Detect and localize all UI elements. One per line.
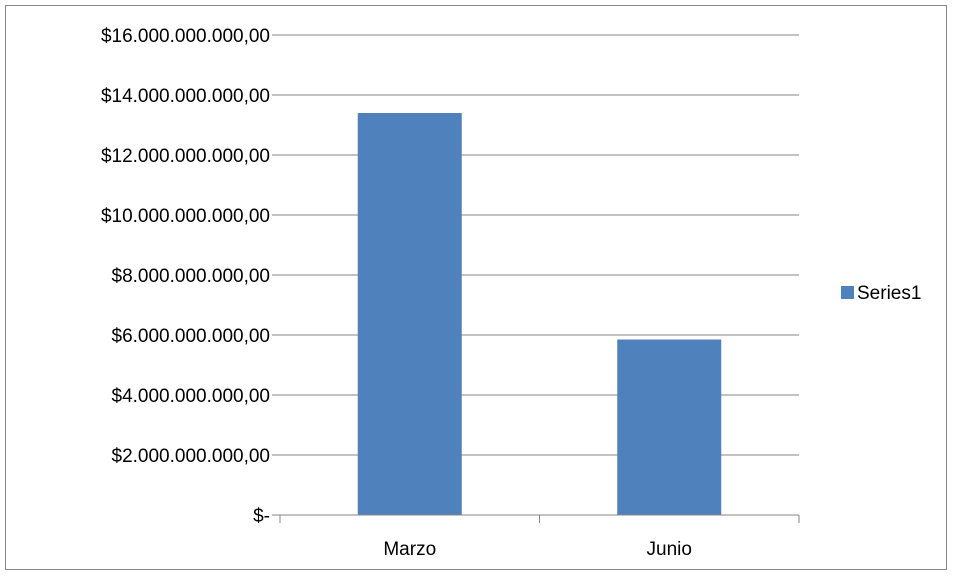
x-category-label: Junio — [647, 539, 692, 560]
y-tick-label: $- — [253, 506, 270, 527]
legend-label: Series1 — [857, 283, 921, 304]
y-tick-label: $16.000.000.000,00 — [101, 26, 270, 47]
y-tick-label: $8.000.000.000,00 — [112, 266, 271, 287]
bar-marzo — [357, 113, 462, 515]
bar-junio — [617, 339, 722, 515]
y-tick-label: $6.000.000.000,00 — [112, 326, 271, 347]
x-category-label: Marzo — [383, 539, 436, 560]
y-tick-label: $12.000.000.000,00 — [101, 146, 270, 167]
y-tick-label: $4.000.000.000,00 — [112, 386, 271, 407]
chart-frame — [5, 5, 947, 570]
legend: Series1 — [841, 283, 921, 304]
x-axis — [279, 514, 800, 523]
y-tick-label: $14.000.000.000,00 — [101, 86, 270, 107]
y-tick-label: $2.000.000.000,00 — [112, 446, 271, 467]
legend-swatch — [841, 286, 854, 299]
bars — [357, 113, 722, 515]
y-axis-tick-labels: $- $2.000.000.000,00 $4.000.000.000,00 $6.0… — [101, 26, 280, 527]
y-tick-label: $10.000.000.000,00 — [101, 206, 270, 227]
x-axis-category-labels: Marzo Junio — [383, 539, 692, 560]
